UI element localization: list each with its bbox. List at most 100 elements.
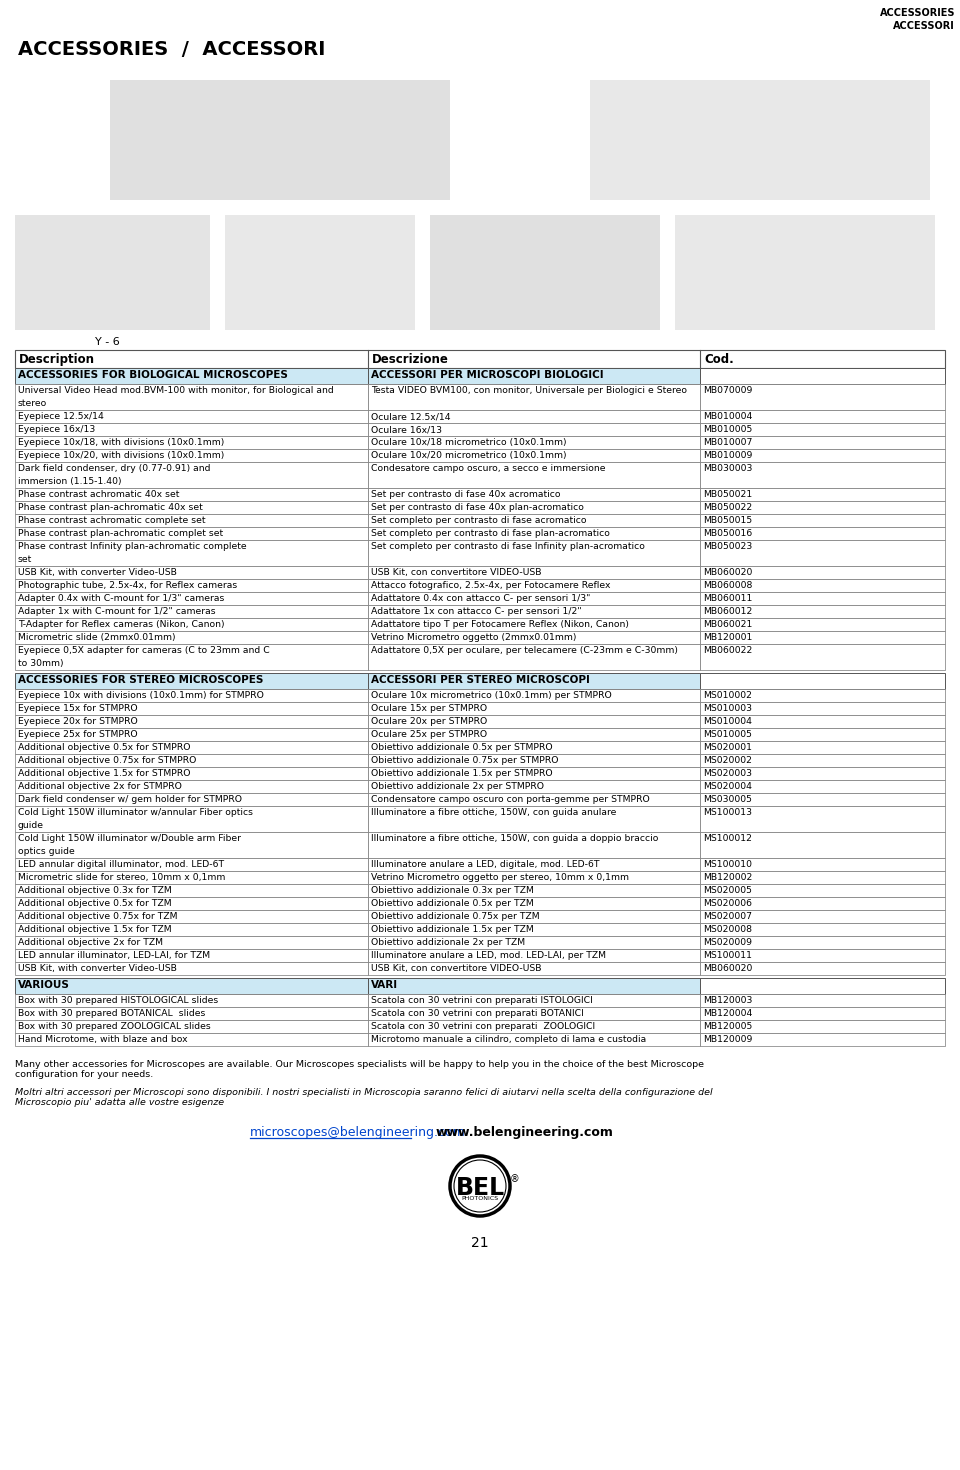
Text: Vetrino Micrometro oggetto (2mmx0.01mm): Vetrino Micrometro oggetto (2mmx0.01mm)	[371, 634, 576, 642]
Bar	[368, 448, 700, 462]
Text: MB060011: MB060011	[703, 594, 753, 603]
Text: Y - 6: Y - 6	[95, 337, 120, 347]
Text: optics guide: optics guide	[18, 847, 75, 856]
Text: Obiettivo addizionale 0.5x per STMPRO: Obiettivo addizionale 0.5x per STMPRO	[371, 742, 553, 753]
Bar	[15, 689, 368, 703]
Bar	[700, 806, 945, 832]
Bar	[15, 592, 368, 606]
Text: Testa VIDEO BVM100, con monitor, Universale per Biologici e Stereo: Testa VIDEO BVM100, con monitor, Univers…	[371, 387, 687, 395]
Bar	[368, 897, 700, 910]
Text: MS030005: MS030005	[703, 795, 752, 804]
Text: Obiettivo addizionale 1.5x per TZM: Obiettivo addizionale 1.5x per TZM	[371, 925, 534, 933]
Bar	[15, 936, 368, 950]
Bar	[368, 728, 700, 741]
Text: MS020005: MS020005	[703, 886, 752, 895]
Bar	[15, 714, 368, 728]
Text: Obiettivo addizionale 1.5x per STMPRO: Obiettivo addizionale 1.5x per STMPRO	[371, 769, 553, 778]
Text: ACCESSORI: ACCESSORI	[893, 21, 955, 31]
Text: USB Kit, with converter Video-USB: USB Kit, with converter Video-USB	[18, 964, 177, 973]
Text: MB060020: MB060020	[703, 567, 753, 578]
Text: VARIOUS: VARIOUS	[18, 980, 70, 989]
Bar	[15, 462, 368, 488]
Text: Eyepiece 20x for STMPRO: Eyepiece 20x for STMPRO	[18, 717, 137, 726]
Bar	[368, 858, 700, 872]
Text: MS020008: MS020008	[703, 925, 752, 933]
Bar	[368, 514, 700, 528]
Bar	[368, 936, 700, 950]
Text: MB060021: MB060021	[703, 620, 753, 629]
Bar	[700, 858, 945, 872]
Bar	[368, 673, 700, 689]
Text: MB010007: MB010007	[703, 438, 753, 447]
Bar	[700, 631, 945, 644]
Text: MS010003: MS010003	[703, 704, 752, 713]
Text: www.belengineering.com: www.belengineering.com	[436, 1126, 613, 1139]
Bar	[15, 923, 368, 936]
Text: MB120001: MB120001	[703, 634, 753, 642]
Bar	[15, 617, 368, 631]
Bar	[368, 579, 700, 592]
Text: Obiettivo addizionale 0.75x per TZM: Obiettivo addizionale 0.75x per TZM	[371, 911, 540, 922]
Bar	[700, 703, 945, 714]
Text: Eyepiece 15x for STMPRO: Eyepiece 15x for STMPRO	[18, 704, 137, 713]
Text: MB050022: MB050022	[703, 503, 753, 512]
Bar	[700, 832, 945, 858]
Text: Eyepiece 10x with divisions (10x0.1mm) for STMPRO: Eyepiece 10x with divisions (10x0.1mm) f…	[18, 691, 264, 700]
Text: Cold Light 150W illuminator w/Double arm Fiber: Cold Light 150W illuminator w/Double arm…	[18, 833, 241, 842]
Bar	[15, 897, 368, 910]
Text: Set completo per contrasto di fase Infinity plan-acromatico: Set completo per contrasto di fase Infin…	[371, 542, 645, 551]
Text: MS020006: MS020006	[703, 900, 752, 908]
Text: PHOTONICS: PHOTONICS	[462, 1197, 498, 1201]
Bar	[15, 728, 368, 741]
Bar	[700, 767, 945, 781]
Text: LED annular digital illuminator, mod. LED-6T: LED annular digital illuminator, mod. LE…	[18, 860, 224, 869]
Text: Condensatore campo oscuro con porta-gemme per STMPRO: Condensatore campo oscuro con porta-gemm…	[371, 795, 650, 804]
Bar	[15, 539, 368, 566]
Bar	[700, 741, 945, 754]
Text: Additional objective 0.3x for TZM: Additional objective 0.3x for TZM	[18, 886, 172, 895]
Text: Additional objective 0.75x for STMPRO: Additional objective 0.75x for STMPRO	[18, 756, 197, 764]
Text: Oculare 10x/18 micrometrico (10x0.1mm): Oculare 10x/18 micrometrico (10x0.1mm)	[371, 438, 566, 447]
Text: Set completo per contrasto di fase plan-acromatico: Set completo per contrasto di fase plan-…	[371, 529, 610, 538]
Bar	[700, 1007, 945, 1020]
Bar	[700, 883, 945, 897]
Bar	[15, 368, 368, 384]
Bar	[700, 673, 945, 689]
Bar	[15, 644, 368, 670]
Bar	[700, 923, 945, 936]
Text: MS100011: MS100011	[703, 951, 752, 960]
Bar	[368, 437, 700, 448]
Text: MB120003: MB120003	[703, 997, 753, 1005]
Text: Scatola con 30 vetrini con preparati ISTOLOGICI: Scatola con 30 vetrini con preparati IST…	[371, 997, 592, 1005]
Bar	[700, 910, 945, 923]
Text: Additional objective 0.75x for TZM: Additional objective 0.75x for TZM	[18, 911, 178, 922]
Text: LED annular illuminator, LED-LAI, for TZM: LED annular illuminator, LED-LAI, for TZ…	[18, 951, 210, 960]
Bar	[15, 488, 368, 501]
Bar	[15, 910, 368, 923]
Text: MS020002: MS020002	[703, 756, 752, 764]
Bar	[368, 539, 700, 566]
Bar	[368, 950, 700, 961]
Text: Obiettivo addizionale 2x per STMPRO: Obiettivo addizionale 2x per STMPRO	[371, 782, 544, 791]
Text: immersion (1.15-1.40): immersion (1.15-1.40)	[18, 476, 122, 487]
Text: Oculare 25x per STMPRO: Oculare 25x per STMPRO	[371, 731, 487, 739]
Text: MS020001: MS020001	[703, 742, 752, 753]
Text: MB060008: MB060008	[703, 581, 753, 589]
Text: MB120005: MB120005	[703, 1022, 753, 1030]
Text: Additional objective 1.5x for TZM: Additional objective 1.5x for TZM	[18, 925, 172, 933]
Bar	[368, 462, 700, 488]
Text: MB010009: MB010009	[703, 451, 753, 460]
Text: Eyepiece 12.5x/14: Eyepiece 12.5x/14	[18, 412, 104, 420]
Bar	[700, 1020, 945, 1033]
Bar	[700, 606, 945, 617]
Bar	[700, 950, 945, 961]
Bar	[15, 566, 368, 579]
Bar	[700, 437, 945, 448]
Text: MB050015: MB050015	[703, 516, 752, 525]
Text: Micrometric slide for stereo, 10mm x 0,1mm: Micrometric slide for stereo, 10mm x 0,1…	[18, 873, 226, 882]
Bar	[225, 215, 415, 329]
Text: Condesatore campo oscuro, a secco e immersione: Condesatore campo oscuro, a secco e imme…	[371, 465, 606, 473]
Text: MB120002: MB120002	[703, 873, 753, 882]
Bar	[700, 368, 945, 384]
Bar	[368, 689, 700, 703]
